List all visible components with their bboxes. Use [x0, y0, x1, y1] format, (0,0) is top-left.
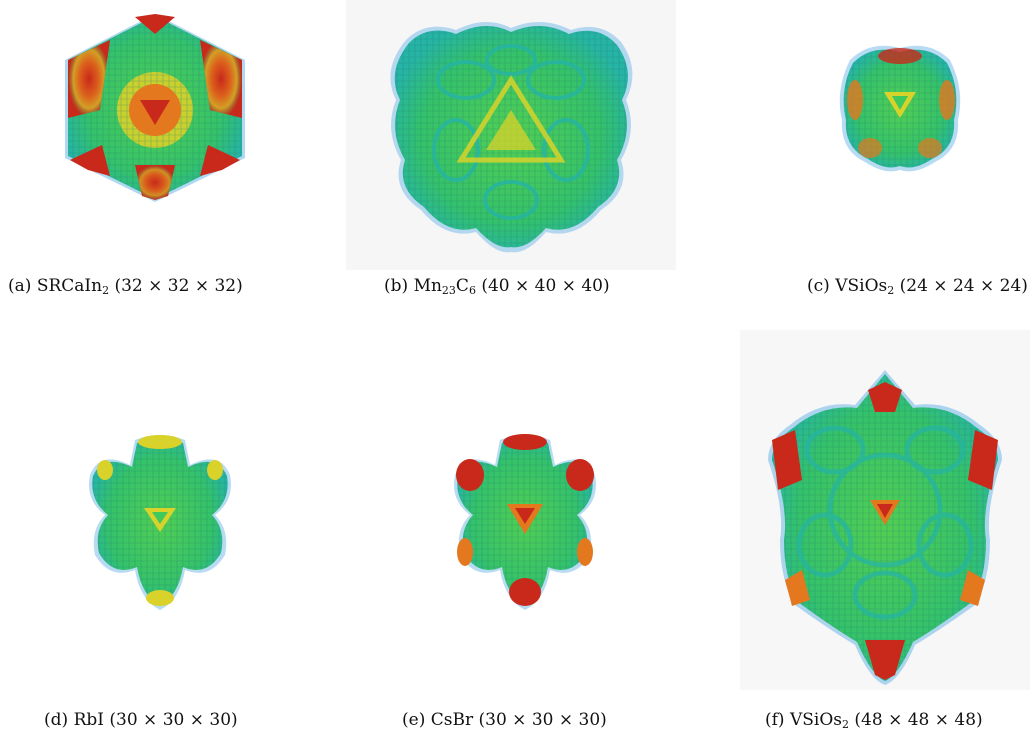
caption-e-name: CsBr [430, 710, 474, 730]
caption-a-tag: (a) [8, 276, 32, 296]
caption-d-tag: (d) [44, 710, 69, 730]
caption-b-tag: (b) [384, 276, 409, 296]
caption-d: (d) RbI (30 × 30 × 30) [44, 710, 238, 730]
caption-f: (f) VSiOs2 (48 × 48 × 48) [765, 710, 983, 730]
panel-d-image [89, 435, 231, 610]
panel-f-image [740, 330, 1030, 690]
panel-e-image [454, 434, 596, 610]
caption-f-name: VSiOs2 [789, 710, 849, 731]
panel-f [740, 330, 1030, 690]
caption-e: (e) CsBr (30 × 30 × 30) [402, 710, 607, 730]
caption-f-tag: (f) [765, 710, 785, 730]
caption-f-dims: (48 × 48 × 48) [854, 710, 983, 730]
caption-c: (c) VSiOs2 (24 × 24 × 24) [807, 276, 1028, 296]
caption-c-dims: (24 × 24 × 24) [899, 276, 1028, 296]
caption-a-name: SRCaIn2 [36, 276, 110, 297]
caption-d-dims: (30 × 30 × 30) [109, 710, 238, 730]
caption-c-tag: (c) [807, 276, 830, 296]
caption-e-tag: (e) [402, 710, 426, 730]
panel-c-image [839, 45, 961, 172]
caption-a: (a) SRCaIn2 (32 × 32 × 32) [8, 276, 243, 296]
panel-a-image [65, 14, 245, 202]
panel-b [346, 0, 676, 270]
panel-d [60, 420, 260, 620]
caption-d-name: RbI [73, 710, 104, 730]
panel-a [40, 0, 270, 240]
caption-b-name: Mn23C6 [413, 276, 476, 297]
caption-a-dims: (32 × 32 × 32) [114, 276, 243, 296]
caption-b-dims: (40 × 40 × 40) [481, 276, 610, 296]
panel-b-image [346, 0, 676, 270]
panel-c [820, 30, 980, 180]
caption-b: (b) Mn23C6 (40 × 40 × 40) [384, 276, 610, 296]
caption-c-name: VSiOs2 [835, 276, 895, 297]
caption-e-dims: (30 × 30 × 30) [478, 710, 607, 730]
panel-e [425, 420, 625, 620]
